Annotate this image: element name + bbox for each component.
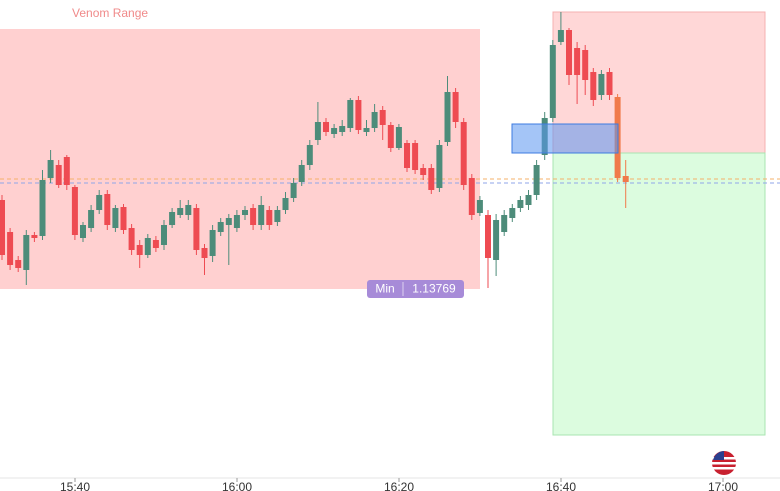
candle-body [582, 50, 589, 80]
candle-body [485, 215, 491, 258]
x-tick-label: 16:00 [222, 480, 252, 491]
candle-body [420, 168, 427, 175]
candle-body [266, 210, 273, 225]
candle-body [225, 218, 232, 225]
candle-body [452, 92, 459, 122]
candle-body [112, 208, 119, 228]
candle-body [549, 45, 556, 118]
candle-body [363, 128, 370, 132]
candle-body [177, 208, 184, 215]
candle-body [104, 194, 111, 225]
chart-title: Venom Range [72, 6, 148, 20]
x-tick-label: 16:40 [546, 480, 576, 491]
candle-body [258, 205, 265, 225]
entry-box [511, 123, 619, 154]
candle-body [233, 215, 240, 228]
candle-body [557, 30, 564, 42]
candle-body [55, 165, 62, 185]
x-tick-label: 16:20 [384, 480, 414, 491]
candle-body [128, 228, 135, 250]
candle-body [574, 48, 581, 75]
candle-body [96, 195, 103, 210]
x-tick-label: 17:00 [708, 480, 738, 491]
candle-body [412, 143, 419, 170]
candle-body [185, 205, 192, 215]
candle-body [395, 127, 402, 148]
candle-body [0, 200, 5, 255]
candle-body [436, 145, 443, 188]
min-label: Min [375, 282, 394, 296]
candle-body [371, 112, 378, 128]
candle-body [501, 215, 508, 232]
candle-body [387, 125, 394, 148]
range-box [0, 29, 480, 289]
candle-body [476, 200, 483, 213]
candle-body [282, 198, 289, 210]
candle-body [144, 238, 151, 255]
min-value: 1.13769 [412, 282, 456, 296]
candle-body [39, 180, 46, 236]
candle-body [47, 160, 54, 178]
candle-body [298, 165, 305, 182]
candle-body [201, 248, 208, 258]
candle-body [136, 245, 143, 255]
candle-body [347, 100, 354, 128]
candle-body [80, 225, 86, 238]
min-label-bg [367, 280, 464, 298]
candle-body [152, 240, 159, 248]
candle-body [209, 230, 216, 256]
candle-body [193, 208, 200, 250]
candle-body [622, 176, 629, 182]
candle-body [169, 212, 176, 225]
flag-icon [712, 451, 736, 475]
candle-body [323, 122, 329, 132]
candle-body [161, 225, 167, 245]
candle-body [250, 208, 257, 225]
candle-body [242, 210, 248, 215]
candles [0, 12, 629, 288]
candle-body [379, 110, 386, 125]
candle-body [71, 187, 78, 235]
candle-body [566, 30, 572, 75]
x-tick-label: 15:40 [60, 480, 90, 491]
candle-body [331, 128, 338, 134]
candle-body [290, 183, 297, 198]
target-zone [552, 152, 766, 436]
candle-body [428, 168, 435, 190]
candle-body [31, 235, 38, 238]
candle-body [314, 122, 321, 140]
candle-body [274, 210, 281, 222]
candle-body [493, 220, 500, 260]
x-ticks: 15:40 16:00 16:20 16:40 17:00 [60, 478, 738, 491]
candle-body [339, 126, 346, 132]
candle-body [525, 195, 532, 205]
candle-body [598, 74, 605, 95]
candle-body [444, 92, 451, 142]
candle-body [590, 72, 597, 100]
candle-body [7, 232, 14, 265]
candle-body [63, 157, 70, 185]
candle-body [517, 200, 524, 208]
candle-body [509, 208, 516, 218]
candle-body [88, 210, 95, 228]
candle-body [15, 260, 22, 268]
candle-body [404, 143, 410, 168]
candle-body [533, 165, 540, 195]
candle-body [468, 178, 475, 215]
candle-body [23, 235, 30, 270]
candle-body [460, 122, 467, 185]
candle-body [306, 145, 313, 165]
candle-body [606, 72, 613, 95]
candle-body [120, 207, 127, 230]
candle-body [217, 222, 224, 232]
candle-body [355, 100, 362, 130]
